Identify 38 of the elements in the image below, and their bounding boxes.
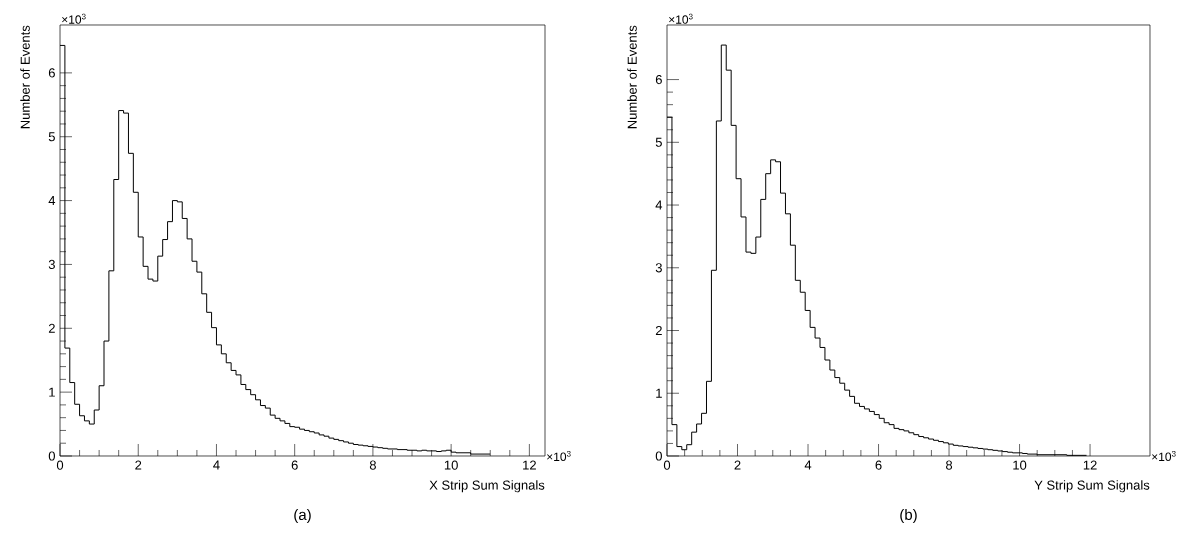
x-tick-label: 8 — [369, 460, 376, 470]
y-tick-label: 4 — [655, 200, 663, 210]
x-tick-label: 0 — [56, 460, 64, 470]
y-tick-label: 2 — [655, 325, 662, 336]
y-axis-title: Number of Events — [20, 25, 30, 129]
y-tick-label: 6 — [48, 68, 55, 78]
x-tick-label: 2 — [734, 460, 741, 470]
x-tick-label: 2 — [135, 460, 142, 470]
x-tick-label: 10 — [444, 460, 458, 470]
y-tick-label: 2 — [48, 323, 55, 333]
x-axis-title: X Strip Sum Signals — [429, 480, 545, 493]
text: (b) — [900, 509, 917, 523]
x-tick-label: 12 — [523, 460, 536, 470]
x-tick-label: 12 — [1083, 460, 1097, 470]
y-tick-label: 5 — [655, 137, 662, 147]
x-tick-label: 6 — [291, 460, 298, 470]
y-tick-label: 3 — [48, 259, 55, 270]
x-axis-title: Y Strip Sum Signals — [1034, 480, 1150, 493]
x-tick-label: 6 — [875, 460, 882, 470]
text: ×10$^{3}$ — [1152, 450, 1176, 462]
y-tick-label: 4 — [48, 196, 56, 206]
text: ×10$^{3}$ — [547, 450, 571, 462]
x-tick-label: 4 — [804, 460, 812, 470]
x-tick-label: 8 — [945, 460, 953, 470]
text: (a) — [294, 509, 311, 523]
y-axis-title: Number of Events — [627, 25, 637, 129]
x-tick-label: 10 — [1013, 460, 1027, 470]
y-tick-label: 6 — [655, 74, 662, 85]
y-tick-label: 1 — [49, 387, 55, 397]
x-tick-label: 0 — [663, 460, 671, 470]
text: ×10$^{3}$ — [62, 13, 86, 24]
y-tick-label: 0 — [655, 451, 662, 461]
x-tick-label: 4 — [213, 460, 220, 470]
y-tick-label: 3 — [655, 263, 662, 273]
y-tick-label: 1 — [656, 388, 662, 398]
y-tick-label: 0 — [48, 451, 55, 461]
y-tick-label: 5 — [48, 132, 55, 142]
text: ×10$^{3}$ — [669, 13, 693, 24]
